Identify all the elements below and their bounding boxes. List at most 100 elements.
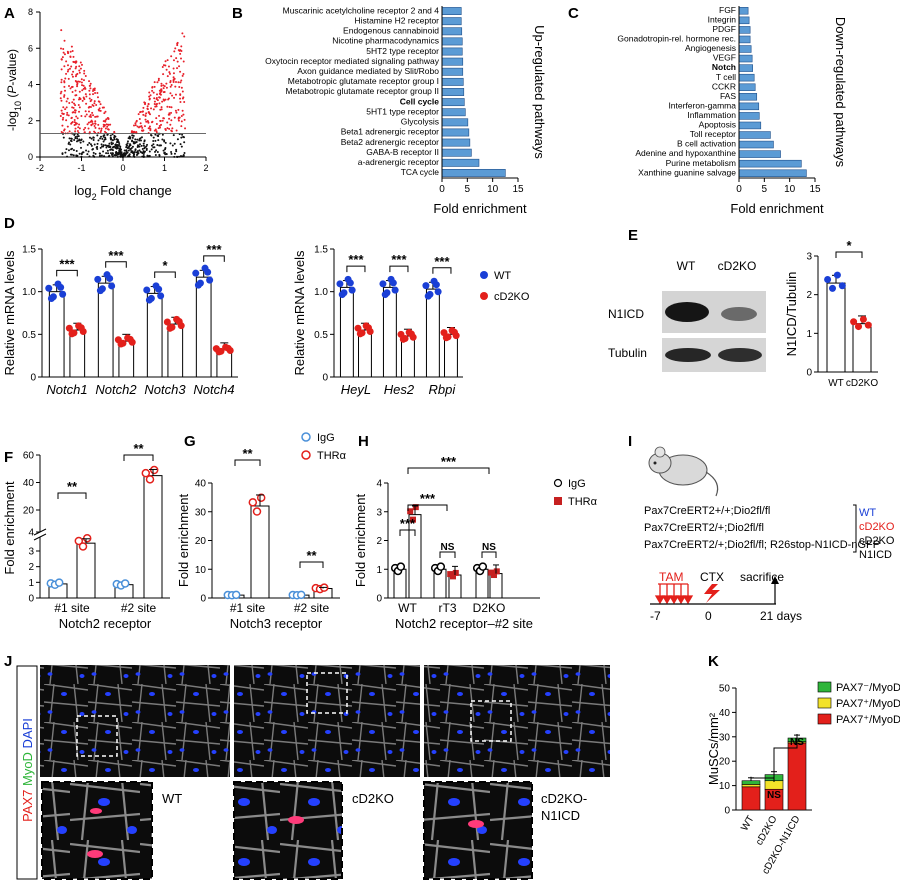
volcano-point [86, 143, 89, 146]
gene-label: Hes2 [384, 382, 415, 397]
pathway-label: Histamine H2 receptor [354, 15, 439, 25]
volcano-point [160, 82, 163, 85]
pathway-label: Purine metabolism [666, 158, 736, 168]
volcano-point [168, 117, 171, 120]
volcano-point [174, 85, 177, 88]
volcano-point [98, 154, 101, 157]
volcano-point [146, 154, 149, 157]
volcano-point [133, 130, 136, 133]
pathway-label: PDGF [712, 24, 736, 34]
volcano-point [99, 103, 102, 106]
pathway-label: Gonadotropin-rel. hormone rec. [617, 34, 736, 44]
volcano-point [175, 129, 178, 132]
volcano-point [125, 149, 128, 152]
pathway-bar [738, 102, 760, 111]
sig-bracket [389, 265, 409, 273]
volcano-point [143, 151, 146, 154]
bar-wt [48, 291, 65, 378]
volcano-point [88, 97, 91, 100]
volcano-point [162, 87, 165, 90]
volcano-point [170, 111, 173, 114]
pathway-label: Toll receptor [690, 129, 736, 139]
micrograph-wt [40, 665, 230, 777]
volcano-point [89, 106, 92, 109]
sig-bracket [234, 459, 261, 466]
volcano-point [90, 123, 93, 126]
volcano-point [155, 117, 158, 120]
pathway-label: FAS [720, 91, 736, 101]
volcano-point [63, 65, 66, 68]
volcano-point [104, 119, 107, 122]
volcano-point [114, 143, 117, 146]
stain-legend: PAX7 MyoD DAPI [20, 718, 35, 822]
volcano-point [151, 89, 154, 92]
volcano-point [94, 126, 97, 129]
y-tick-label: 40 [195, 479, 207, 490]
volcano-point [109, 134, 112, 137]
t-minus7: -7 [650, 609, 661, 623]
volcano-point [146, 120, 149, 123]
volcano-point [96, 134, 99, 137]
volcano-point [182, 135, 185, 138]
volcano-point [174, 109, 177, 112]
panel-a-volcano: -2 -1 0 1 2 0 2 4 6 8 log2 Fold change -log10 (P-… [5, 7, 209, 202]
volcano-point [63, 53, 66, 56]
volcano-point [158, 154, 161, 157]
volcano-point [97, 108, 100, 111]
volcano-point [92, 89, 95, 92]
volcano-point [80, 146, 83, 149]
volcano-point [157, 77, 160, 80]
sig-bracket [105, 261, 127, 268]
volcano-point [65, 119, 68, 122]
volcano-point [183, 152, 186, 155]
sig-bracket [407, 504, 448, 511]
panel-h-legend: IgG THRα [553, 478, 598, 508]
volcano-point [90, 119, 93, 122]
bar-wt [146, 292, 163, 378]
volcano-point [59, 47, 62, 50]
zoom-n1icd [423, 781, 533, 880]
volcano-point [92, 151, 95, 154]
volcano-point [75, 140, 78, 143]
y-tick-label: 20 [719, 757, 731, 768]
volcano-point [143, 101, 146, 104]
volcano-point [93, 143, 96, 146]
sig-label: *** [348, 252, 364, 267]
volcano-point [106, 125, 109, 128]
volcano-point [176, 67, 179, 70]
volcano-point [80, 139, 83, 142]
volcano-point [74, 67, 77, 70]
volcano-point [61, 56, 64, 59]
data-point [346, 279, 354, 287]
pathway-label: Cell cycle [400, 96, 439, 106]
volcano-points [59, 29, 187, 158]
volcano-point [169, 92, 172, 95]
volcano-point [136, 125, 139, 128]
volcano-point [161, 66, 164, 69]
panel-letter-h: H [358, 433, 369, 450]
volcano-point [83, 69, 86, 72]
y-tick-label: 4 [28, 528, 34, 539]
y-tick-label: 40 [719, 708, 731, 719]
volcano-point [145, 120, 148, 123]
volcano-point [66, 113, 69, 116]
volcano-point [180, 120, 183, 123]
volcano-point [125, 152, 128, 155]
volcano-point [67, 142, 70, 145]
volcano-point [153, 103, 156, 106]
volcano-point [177, 119, 180, 122]
volcano-point [111, 139, 114, 142]
volcano-point [154, 133, 157, 136]
volcano-point [75, 65, 78, 68]
volcano-point [171, 94, 174, 97]
volcano-point [107, 123, 110, 126]
genotype-wt: Pax7CreERT2+/+;Dio2fl/fl [644, 505, 770, 517]
y-tick-label: 1 [28, 578, 34, 589]
volcano-point [116, 152, 119, 155]
pathway-label: Integrin [708, 14, 737, 24]
volcano-point [179, 70, 182, 73]
volcano-point [113, 130, 116, 133]
pathway-label: Adenine and hypoxanthine [635, 148, 736, 158]
y-tick-label: 0 [28, 594, 34, 605]
volcano-point [69, 50, 72, 53]
